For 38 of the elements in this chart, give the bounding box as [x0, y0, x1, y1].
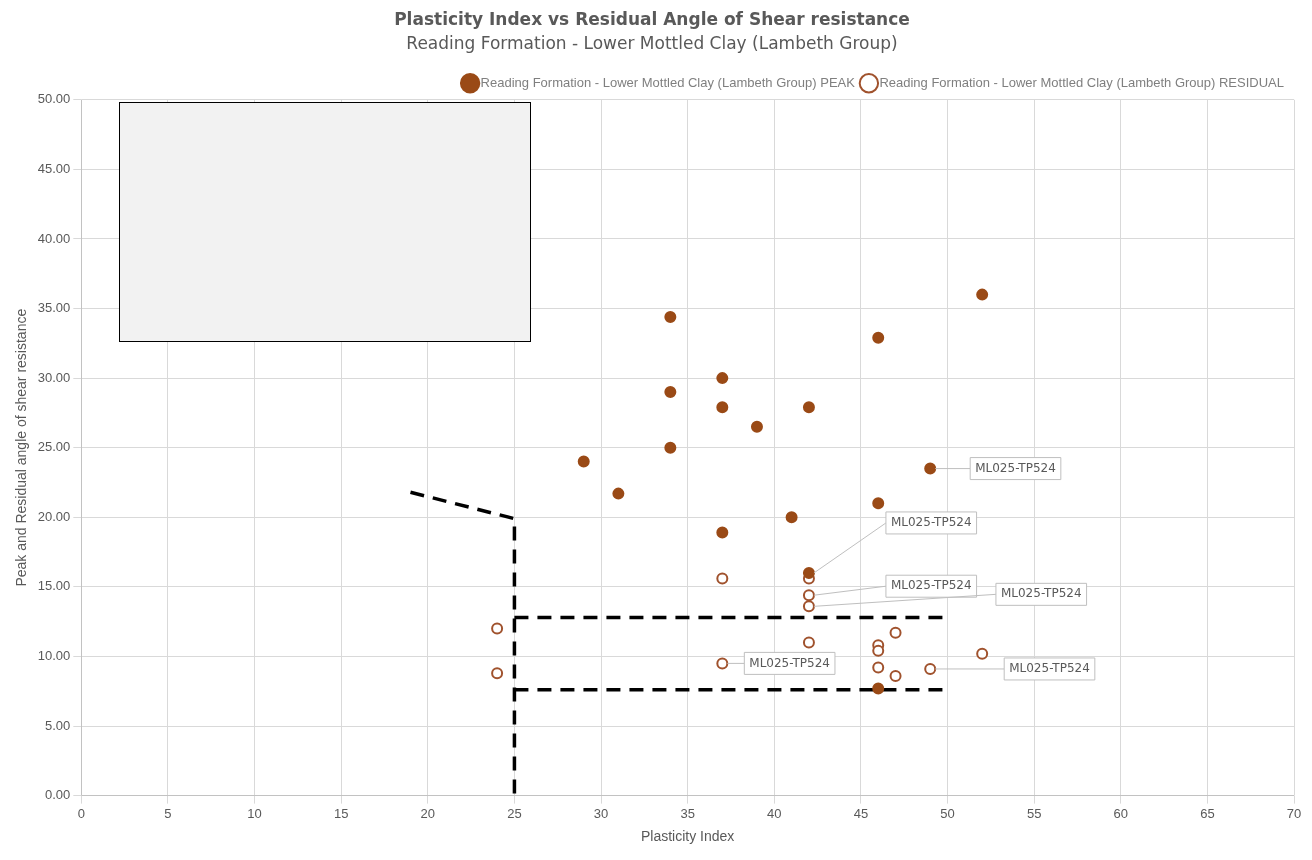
x-tick-label: 60 [1113, 805, 1128, 821]
y-tick-label: 20.00 [37, 508, 71, 524]
y-axis-title: Peak and Residual angle of shear resistance [13, 308, 30, 587]
y-tick-label: 15.00 [37, 578, 71, 594]
y-tick-label: 35.00 [37, 300, 71, 316]
x-tick-label: 35 [680, 805, 695, 821]
x-tick-label: 0 [77, 805, 85, 821]
y-tick-label: 0.00 [45, 787, 71, 803]
annotation: ML025-TP524 [1009, 661, 1090, 676]
y-tick-label: 30.00 [37, 369, 71, 385]
legend-label: Reading Formation - Lower Mottled Clay (Lambeth Group) RESIDUAL [879, 74, 1285, 90]
y-tick-label: 50.00 [37, 91, 71, 107]
annotation: ML025-TP524 [749, 655, 830, 670]
x-tick-label: 10 [247, 805, 262, 821]
x-tick-label: 55 [1026, 805, 1042, 821]
x-tick-label: 40 [767, 805, 782, 821]
y-tick-label: 10.00 [37, 648, 71, 664]
x-tick-label: 50 [940, 805, 955, 821]
x-tick-label: 45 [853, 805, 869, 821]
annotation: ML025-TP524 [890, 578, 972, 593]
x-tick-label: 15 [333, 805, 349, 821]
x-tick-label: 25 [507, 805, 522, 821]
y-tick-label: 40.00 [37, 230, 71, 246]
x-axis-title: Plasticity Index [640, 828, 735, 845]
annotation: ML025-TP524 [975, 460, 1056, 475]
x-tick-label: 70 [1286, 805, 1302, 821]
y-tick-label: 25.00 [37, 439, 71, 455]
annotation: ML025-TP524 [890, 515, 972, 530]
annotation: ML025-TP524 [1000, 586, 1082, 601]
x-tick-label: 65 [1200, 805, 1215, 821]
x-tick-label: 30 [593, 805, 609, 821]
y-tick-label: 45.00 [37, 160, 71, 176]
chart-subtitle: Reading Formation - Lower Mottled Clay (Lambeth Group) [406, 33, 898, 54]
x-tick-label: 20 [420, 805, 436, 821]
legend-label: Reading Formation - Lower Mottled Clay (Lambeth Group) PEAK [480, 74, 856, 90]
x-tick-label: 5 [164, 805, 172, 821]
y-tick-label: 5.00 [45, 717, 71, 733]
chart-title: Plasticity Index vs Residual Angle of Shear resistance [394, 8, 910, 29]
